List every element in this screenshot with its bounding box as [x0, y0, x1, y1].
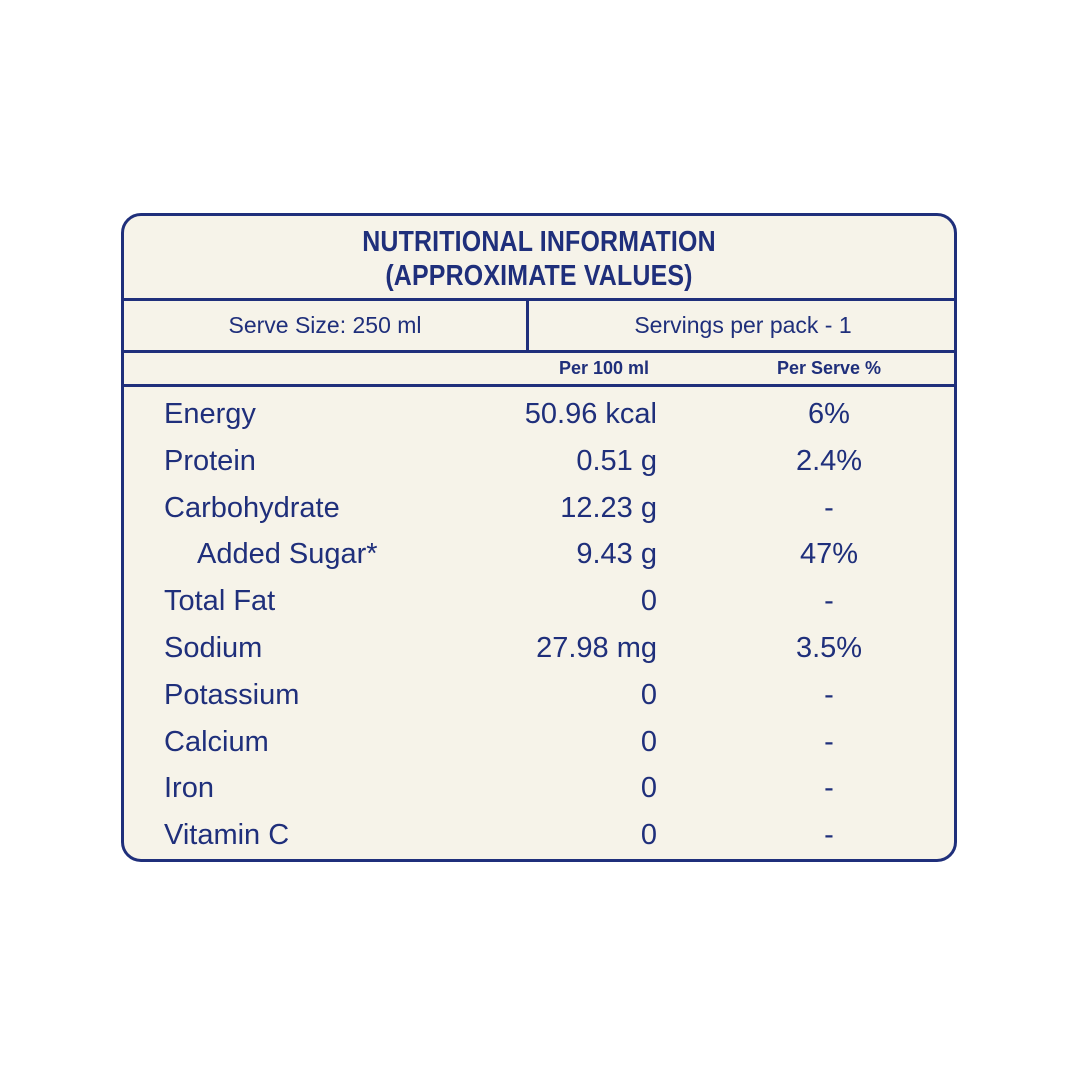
- nutrient-per-serve: 6%: [808, 398, 850, 430]
- nutrient-name: Added Sugar*: [197, 538, 378, 571]
- nutrient-name: Iron: [164, 772, 214, 805]
- nutrient-name: Sodium: [164, 631, 263, 664]
- nutrient-per-100ml: 0: [640, 725, 657, 758]
- nutrient-per-100ml: 27.98 mg: [536, 631, 657, 664]
- nutrient-per-serve: 47%: [799, 538, 859, 571]
- nutrient-per-serve: 3.5%: [795, 631, 863, 664]
- nutrient-row-potassium: Potassium 0 -: [124, 672, 954, 719]
- nutrient-per-100ml: 0: [640, 772, 657, 805]
- nutrient-name: Protein: [164, 444, 256, 477]
- nutrient-name: Calcium: [164, 725, 269, 758]
- servings-per-pack: Servings per pack - 1: [634, 312, 852, 338]
- nutrient-per-serve: -: [824, 772, 834, 805]
- label-subtitle: (APPROXIMATE VALUES): [385, 260, 693, 292]
- nutrient-per-100ml: 50.96 kcal: [524, 398, 657, 430]
- serving-info-row: Serve Size: 250 ml Servings per pack - 1: [124, 301, 954, 353]
- serve-size: Serve Size: 250 ml: [124, 301, 529, 350]
- nutrient-name: Potassium: [164, 678, 300, 711]
- nutrient-per-100ml: 0: [640, 819, 657, 852]
- nutrient-per-serve: -: [824, 725, 834, 758]
- nutrient-per-100ml: 12.23 g: [560, 491, 657, 524]
- nutrient-row-sodium: Sodium 27.98 mg 3.5%: [124, 625, 954, 672]
- nutrient-per-serve: -: [824, 678, 834, 711]
- nutrient-row-carbohydrate: Carbohydrate 12.23 g -: [124, 485, 954, 532]
- nutrient-name: Total Fat: [164, 585, 276, 618]
- nutrition-label: NUTRITIONAL INFORMATION (APPROXIMATE VAL…: [121, 213, 957, 862]
- nutrient-per-serve: -: [824, 585, 834, 618]
- nutrient-per-serve: -: [824, 491, 834, 524]
- nutrient-row-calcium: Calcium 0 -: [124, 719, 954, 766]
- nutrient-per-serve: -: [824, 819, 834, 852]
- label-title-block: NUTRITIONAL INFORMATION (APPROXIMATE VAL…: [124, 216, 954, 301]
- nutrient-row-energy: Energy 50.96 kcal 6%: [124, 391, 954, 438]
- nutrient-name: Energy: [164, 398, 256, 430]
- nutrient-per-100ml: 0.51 g: [576, 444, 657, 477]
- nutrient-per-serve: 2.4%: [795, 444, 863, 477]
- column-header-per-serve: Per Serve %: [776, 358, 882, 378]
- nutrient-per-100ml: 0: [640, 678, 657, 711]
- nutrient-per-100ml: 0: [640, 585, 657, 618]
- label-title: NUTRITIONAL INFORMATION: [362, 226, 716, 258]
- nutrient-row-protein: Protein 0.51 g 2.4%: [124, 438, 954, 485]
- nutrient-per-100ml: 9.43 g: [576, 538, 657, 571]
- nutrient-row-iron: Iron 0 -: [124, 765, 954, 812]
- nutrient-table: Energy 50.96 kcal 6% Protein 0.51 g 2.4%…: [124, 391, 954, 859]
- nutrient-row-total-fat: Total Fat 0 -: [124, 578, 954, 625]
- nutrient-row-vitamin-c: Vitamin C 0 -: [124, 812, 954, 859]
- nutrient-name: Carbohydrate: [164, 491, 340, 524]
- nutrient-name: Vitamin C: [164, 819, 290, 852]
- nutrient-row-added-sugar: Added Sugar* 9.43 g 47%: [124, 531, 954, 578]
- column-header-per-100ml: Per 100 ml: [558, 358, 650, 378]
- column-header-row: Per 100 ml Per Serve %: [124, 353, 954, 387]
